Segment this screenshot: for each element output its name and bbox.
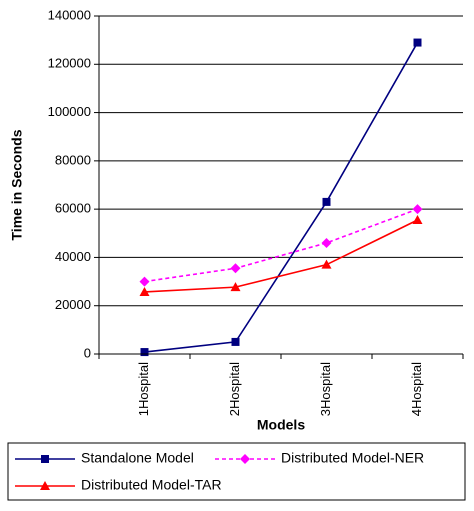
marker [230, 282, 241, 292]
marker [321, 259, 332, 269]
legend-box [7, 442, 466, 501]
series-line [144, 42, 419, 353]
x-tick-label: 1Hospital [136, 362, 151, 416]
x-tick-label: 2Hospital [227, 362, 242, 416]
marker [412, 204, 423, 215]
marker [40, 481, 50, 490]
marker [140, 348, 149, 357]
series-line [144, 219, 418, 293]
x-axis-label: Models [257, 417, 305, 433]
legend-label: Standalone Model [81, 450, 194, 466]
marker [41, 455, 49, 463]
x-tick-label: 4Hospital [409, 362, 424, 416]
marker [413, 38, 422, 47]
y-tick-label: 120000 [48, 56, 91, 71]
y-tick-label: 140000 [48, 7, 91, 22]
marker [321, 237, 332, 248]
marker [139, 286, 150, 296]
marker [412, 215, 423, 225]
y-tick-label: 80000 [55, 152, 91, 167]
y-tick-label: 0 [84, 345, 91, 360]
x-tick-label: 3Hospital [318, 362, 333, 416]
marker [240, 454, 250, 464]
marker [139, 276, 150, 287]
marker [322, 197, 331, 206]
y-tick-label: 100000 [48, 104, 91, 119]
y-tick-label: 40000 [55, 249, 91, 264]
marker [230, 263, 241, 274]
legend-label: Distributed Model-NER [281, 450, 424, 466]
y-tick-label: 20000 [55, 297, 91, 312]
series-line [144, 208, 418, 283]
legend-label: Distributed Model-TAR [81, 477, 222, 493]
y-tick-label: 60000 [55, 201, 91, 216]
marker [231, 337, 240, 346]
y-axis-label: Time in Seconds [9, 129, 25, 240]
